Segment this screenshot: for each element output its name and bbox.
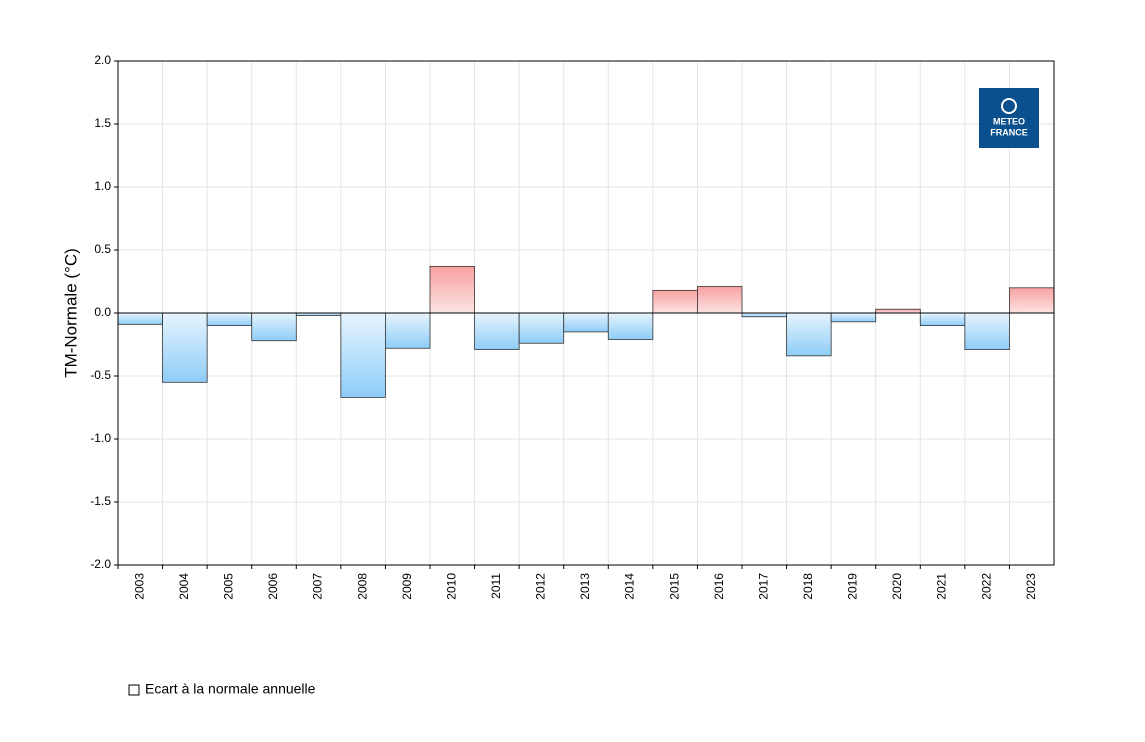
- x-tick-label: 2009: [400, 573, 414, 600]
- x-tick-label: 2022: [979, 573, 993, 600]
- bar: [786, 312, 832, 357]
- logo-text: FRANCE: [990, 127, 1028, 137]
- x-tick-label: 2011: [489, 573, 503, 599]
- bar: [830, 312, 877, 323]
- bar: [518, 312, 565, 344]
- logo-icon: [1001, 98, 1017, 114]
- bar: [385, 312, 431, 349]
- x-tick-label: 2014: [623, 573, 637, 600]
- x-tick-label: 2005: [222, 573, 236, 600]
- x-tick-label: 2010: [444, 573, 458, 600]
- bar: [206, 312, 253, 327]
- logo-text: METEO: [993, 116, 1025, 126]
- x-tick-label: 2020: [890, 573, 904, 600]
- legend-swatch: [128, 684, 140, 696]
- bar: [964, 312, 1010, 350]
- bar: [474, 312, 520, 350]
- x-tick-label: 2023: [1024, 573, 1038, 600]
- bar: [117, 312, 163, 325]
- x-tick-label: 2007: [311, 573, 325, 600]
- x-tick-label: 2012: [534, 573, 548, 600]
- y-tick-label: -1.0: [90, 431, 111, 445]
- y-tick-label: 0.0: [94, 305, 111, 319]
- bar: [652, 289, 698, 314]
- bar: [607, 312, 654, 340]
- x-tick-label: 2019: [846, 573, 860, 600]
- x-tick-label: 2015: [667, 573, 681, 600]
- legend-label: Ecart à la normale annuelle: [145, 681, 316, 697]
- x-tick-label: 2006: [266, 573, 280, 600]
- x-tick-label: 2003: [132, 573, 146, 600]
- y-tick-label: 2.0: [94, 53, 111, 67]
- x-tick-label: 2017: [756, 573, 770, 600]
- y-tick-label: 1.5: [94, 116, 111, 130]
- y-axis-label: TM-Normale (°C): [61, 248, 80, 378]
- x-tick-label: 2013: [578, 573, 592, 600]
- logo: METEO FRANCE: [979, 88, 1039, 148]
- y-tick-label: -1.5: [90, 494, 111, 508]
- bar: [1009, 287, 1055, 314]
- y-tick-label: -2.0: [90, 557, 111, 571]
- x-tick-label: 2021: [935, 573, 949, 600]
- bar: [563, 312, 609, 333]
- bar: [919, 312, 966, 327]
- bar: [251, 312, 297, 342]
- x-tick-label: 2008: [355, 573, 369, 600]
- bar: [697, 286, 743, 314]
- y-tick-label: -0.5: [90, 368, 111, 382]
- bar: [340, 312, 386, 398]
- x-tick-label: 2018: [801, 573, 815, 600]
- x-tick-label: 2016: [712, 573, 726, 600]
- y-tick-label: 1.0: [94, 179, 111, 193]
- bar: [875, 308, 921, 314]
- bar: [741, 312, 787, 318]
- bar: [429, 265, 475, 314]
- y-tick-label: 0.5: [94, 242, 111, 256]
- bar: [162, 312, 208, 383]
- x-tick-label: 2004: [177, 573, 191, 600]
